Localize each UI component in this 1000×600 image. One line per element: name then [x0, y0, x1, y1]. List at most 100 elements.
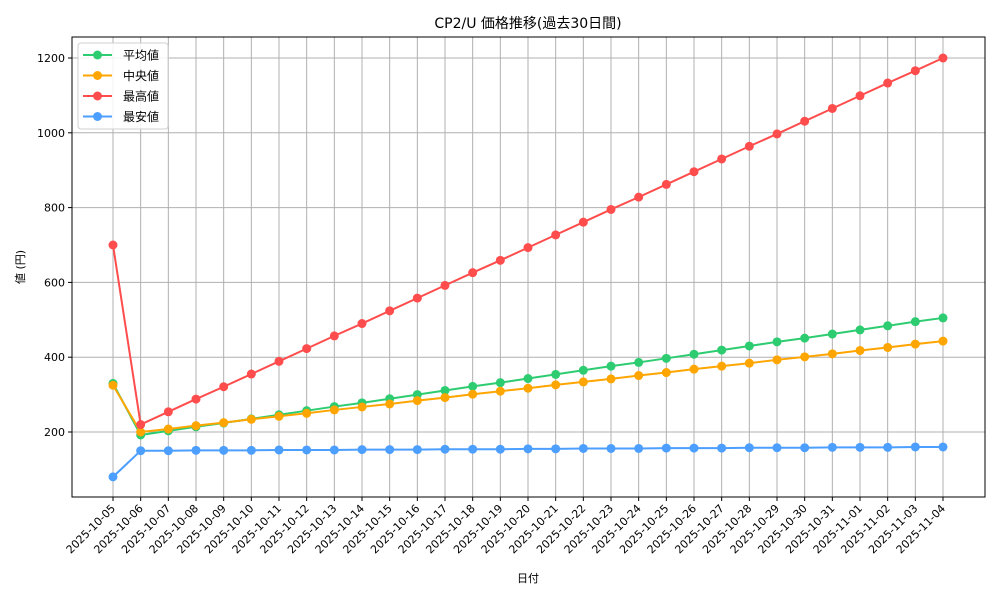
data-point — [827, 329, 837, 339]
data-point — [883, 321, 893, 331]
data-point — [800, 333, 810, 343]
legend-item: 最安値 — [83, 109, 159, 124]
data-point — [827, 349, 837, 359]
data-point — [136, 420, 146, 430]
data-point — [689, 443, 699, 453]
data-point — [800, 116, 810, 126]
legend-marker-icon — [93, 112, 102, 121]
data-point — [910, 442, 920, 452]
data-point — [495, 444, 505, 454]
data-point — [385, 445, 395, 455]
data-point — [661, 179, 671, 189]
data-point — [551, 369, 561, 379]
data-point — [855, 345, 865, 355]
data-point — [329, 445, 339, 455]
data-point — [827, 442, 837, 452]
data-point — [634, 357, 644, 367]
data-point — [772, 129, 782, 139]
legend-marker-icon — [93, 91, 102, 101]
data-point — [578, 365, 588, 375]
data-point — [440, 280, 450, 290]
y-tick-label: 400 — [44, 351, 65, 364]
data-point — [357, 319, 367, 329]
data-point — [523, 243, 533, 253]
data-point — [163, 446, 173, 456]
data-point — [468, 444, 478, 454]
data-point — [578, 217, 588, 227]
data-point — [634, 443, 644, 453]
data-point — [689, 167, 699, 177]
x-axis-label: 日付 — [517, 572, 539, 585]
data-point — [938, 442, 948, 452]
legend-label: 平均値 — [123, 48, 159, 63]
data-point — [191, 394, 201, 404]
data-point — [302, 408, 312, 418]
data-point — [938, 53, 948, 63]
series-中央値 — [108, 336, 948, 437]
legend-marker-icon — [93, 71, 102, 80]
data-point — [246, 445, 256, 455]
data-point — [357, 445, 367, 455]
data-point — [772, 355, 782, 365]
series-最安値 — [108, 442, 948, 482]
y-axis-label: 値 (円) — [14, 250, 27, 284]
data-point — [274, 411, 284, 421]
data-point — [578, 377, 588, 387]
legend-box — [77, 42, 169, 130]
data-point — [385, 306, 395, 316]
data-point — [219, 445, 229, 455]
data-point — [938, 336, 948, 346]
data-point — [717, 361, 727, 371]
data-point — [440, 385, 450, 395]
y-tick-label: 800 — [44, 202, 65, 215]
data-point — [412, 396, 422, 406]
data-point — [938, 313, 948, 323]
series-最高値 — [108, 53, 948, 430]
data-point — [661, 443, 671, 453]
data-point — [523, 374, 533, 384]
data-point — [136, 427, 146, 437]
y-tick-label: 600 — [44, 276, 65, 289]
data-point — [302, 344, 312, 354]
data-point — [855, 442, 865, 452]
data-point — [634, 371, 644, 381]
legend-item: 平均値 — [83, 48, 159, 63]
data-point — [717, 443, 727, 453]
data-point — [883, 442, 893, 452]
data-point — [772, 337, 782, 347]
y-axis: 200 400 600 800 1000 1200 — [37, 52, 72, 439]
data-point — [855, 91, 865, 101]
data-point — [219, 418, 229, 428]
data-point — [440, 393, 450, 403]
data-point — [219, 382, 229, 392]
data-point — [634, 192, 644, 202]
data-point — [163, 424, 173, 434]
data-point — [606, 361, 616, 371]
data-point — [108, 472, 118, 482]
chart-title: CP2/U 価格推移(過去30日間) — [434, 16, 621, 32]
data-point — [883, 78, 893, 88]
data-point — [910, 339, 920, 349]
data-point — [551, 380, 561, 390]
data-point — [246, 414, 256, 424]
data-point — [883, 342, 893, 352]
data-point — [744, 358, 754, 368]
gridlines — [72, 37, 985, 497]
data-point — [495, 386, 505, 396]
data-point — [357, 402, 367, 412]
data-point — [329, 405, 339, 415]
data-point — [440, 444, 450, 454]
data-point — [302, 445, 312, 455]
data-point — [910, 317, 920, 327]
legend-marker-icon — [93, 50, 102, 60]
data-point — [606, 443, 616, 453]
data-point — [661, 353, 671, 363]
data-point — [412, 293, 422, 303]
data-point — [495, 255, 505, 265]
data-point — [468, 381, 478, 391]
data-point — [108, 240, 118, 250]
data-point — [606, 204, 616, 214]
